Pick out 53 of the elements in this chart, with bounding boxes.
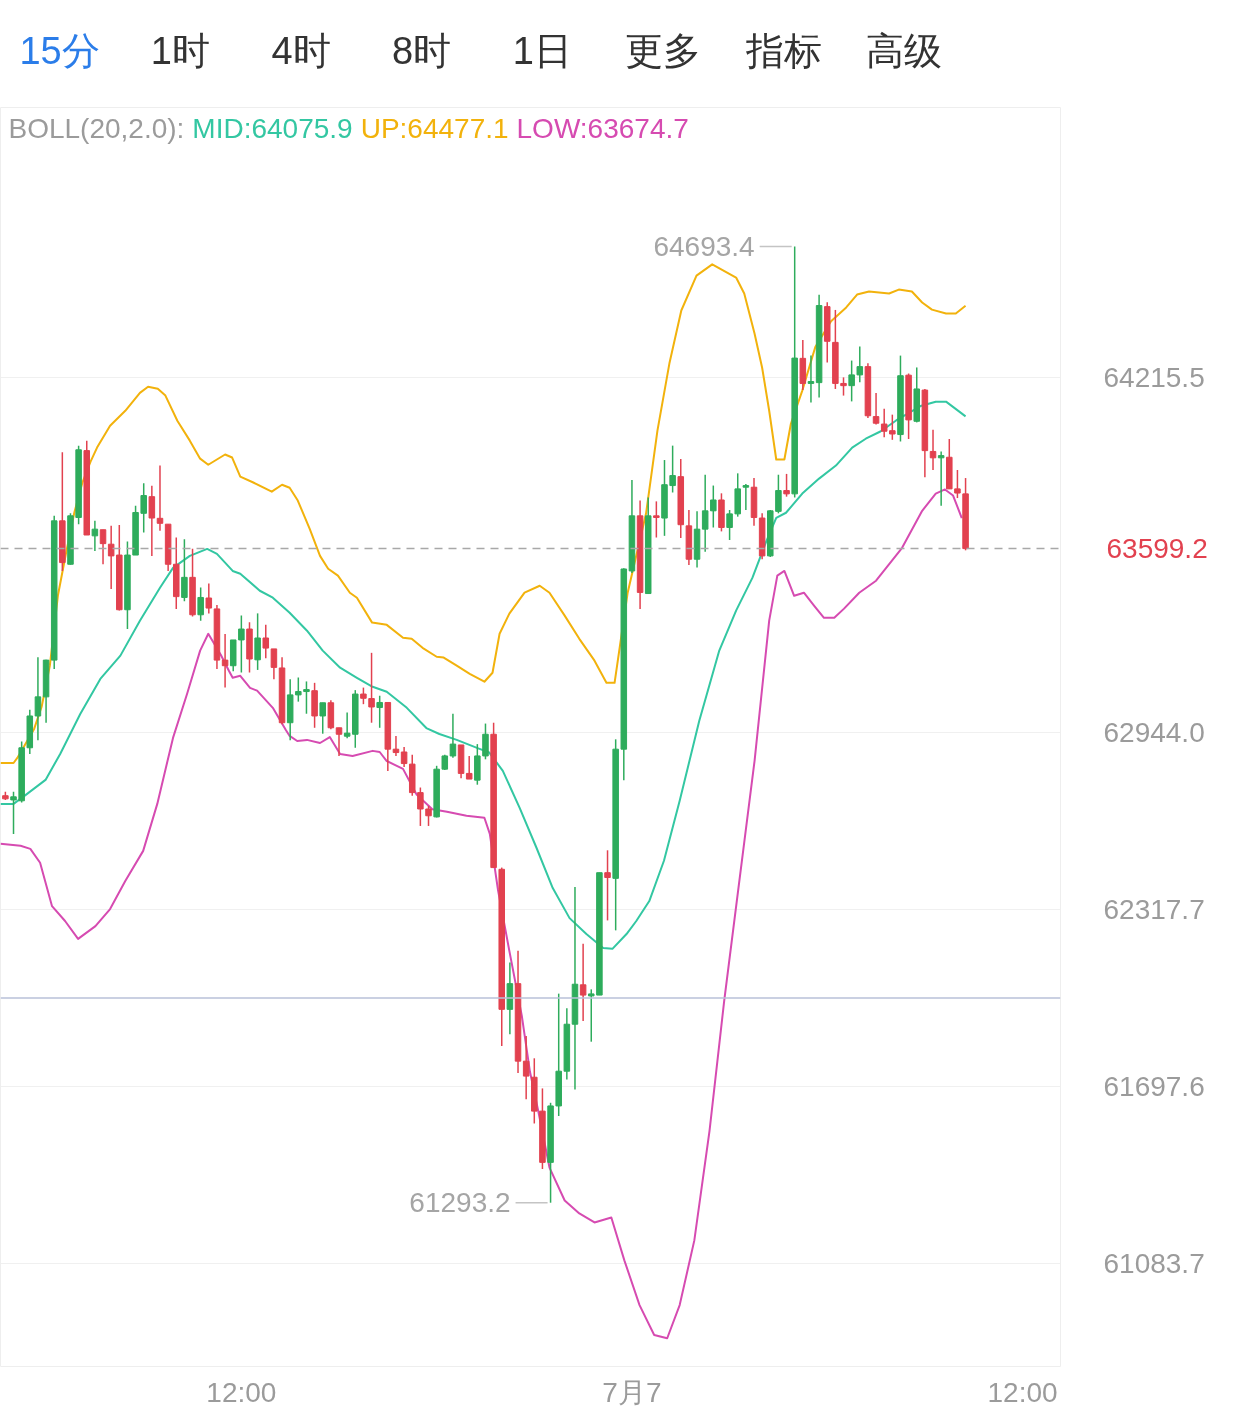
text: UP:64477.1 <box>360 113 509 144</box>
text: MID:64075.9 <box>192 113 353 144</box>
legend-title: BOLL(20,2.0): <box>8 113 185 144</box>
text: 63599.2 <box>1106 533 1208 565</box>
candlestick <box>197 586 204 622</box>
candlestick <box>783 473 790 498</box>
candlestick <box>270 648 278 680</box>
candlestick <box>579 942 587 1022</box>
candlestick <box>449 712 457 759</box>
candlestick <box>701 473 709 553</box>
candlestick <box>262 624 270 659</box>
candlestick <box>872 392 880 426</box>
candlestick <box>335 727 343 757</box>
candlestick <box>742 483 750 511</box>
candlestick <box>319 702 326 735</box>
text: 8时 <box>392 29 452 72</box>
candlestick <box>148 485 156 557</box>
candlestick <box>221 633 229 689</box>
x-tick-label: 12:00 <box>987 1376 1058 1408</box>
y-tick-label: 61697.6 <box>1103 1070 1205 1102</box>
annotation: 61293.2 <box>409 1187 511 1219</box>
text: 1时 <box>150 29 210 72</box>
text: 更多 <box>625 29 701 72</box>
candlestick <box>99 528 107 565</box>
candlestick <box>205 582 213 615</box>
x-tick-label: 12:00 <box>206 1376 277 1408</box>
candlestick <box>653 500 660 539</box>
candlestick <box>376 694 383 729</box>
candlestick <box>807 354 815 404</box>
text: 高级 <box>866 29 943 72</box>
x-tick-label: 7月7 <box>602 1376 662 1408</box>
annotation: 64693.4 <box>653 230 755 262</box>
candlestick <box>522 1035 530 1101</box>
candlestick <box>254 612 261 671</box>
y-tick-label: 64215.5 <box>1103 362 1205 394</box>
y-tick-label: 61083.7 <box>1103 1247 1205 1279</box>
candlestick <box>465 755 473 780</box>
y-tick-label: 62944.0 <box>1103 716 1205 748</box>
text: 1日 <box>512 29 572 72</box>
candlestick <box>91 520 99 552</box>
candlestick <box>482 722 489 761</box>
candlestick <box>156 464 164 532</box>
y-tick-label: 62317.7 <box>1103 893 1205 925</box>
candlestick <box>181 538 188 603</box>
candlestick <box>425 805 432 827</box>
text: 指标 <box>744 29 822 72</box>
candlestick <box>937 450 945 507</box>
candlestick <box>34 656 42 741</box>
text: 15分 <box>19 29 100 72</box>
text: LOW:63674.7 <box>516 113 689 144</box>
candlestick <box>710 484 717 529</box>
text: 4时 <box>271 29 331 72</box>
candlestick <box>604 849 611 922</box>
